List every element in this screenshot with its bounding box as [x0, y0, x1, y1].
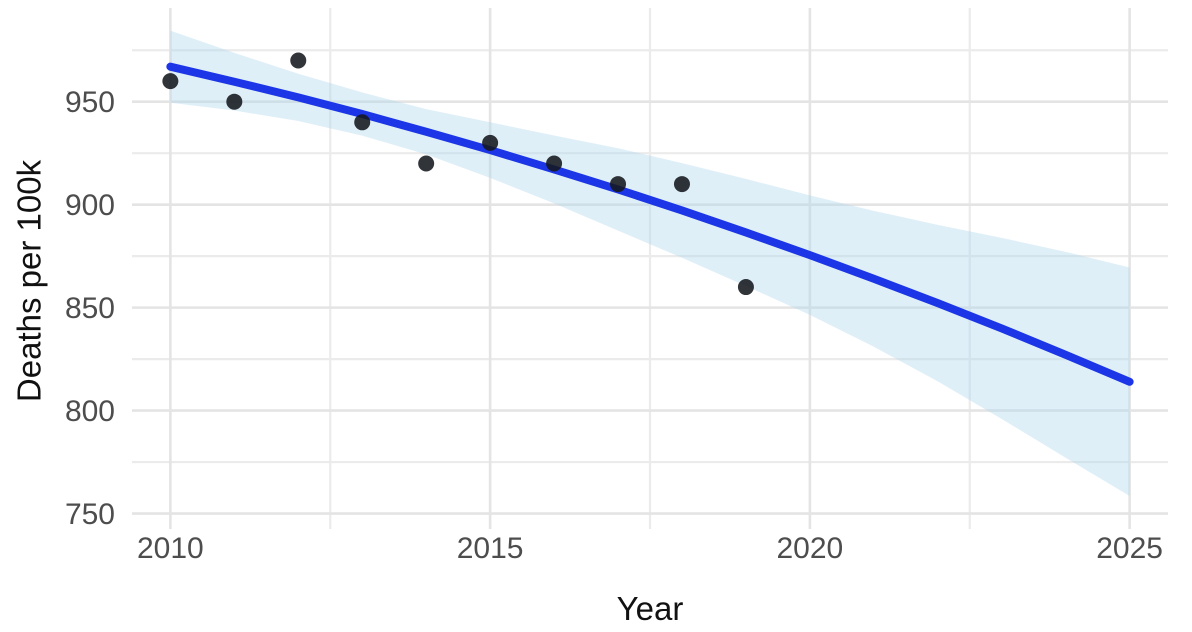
data-point	[226, 93, 243, 110]
x-axis-title: Year	[616, 590, 684, 627]
y-tick-label: 850	[65, 292, 115, 325]
data-point	[610, 176, 627, 193]
y-axis-title-wrap: Deaths per 100k	[11, 160, 48, 402]
x-tick-label: 2015	[457, 532, 524, 565]
data-point	[482, 134, 499, 151]
x-tick-label: 2010	[137, 532, 204, 565]
data-point	[737, 279, 754, 296]
data-point	[290, 52, 307, 69]
data-point	[673, 176, 690, 193]
y-tick-label: 750	[65, 498, 115, 531]
trend-line	[166, 62, 1134, 386]
x-tick-label: 2020	[777, 532, 844, 565]
confidence-band	[170, 30, 1130, 497]
y-tick-label: 900	[65, 189, 115, 222]
y-tick-label: 800	[65, 395, 115, 428]
data-point	[162, 73, 179, 90]
y-tick-label: 950	[65, 86, 115, 119]
y-axis-title: Deaths per 100k	[10, 159, 48, 403]
data-point	[418, 155, 435, 172]
x-tick-label: 2025	[1096, 532, 1163, 565]
data-point	[546, 155, 563, 172]
data-point	[354, 114, 371, 131]
